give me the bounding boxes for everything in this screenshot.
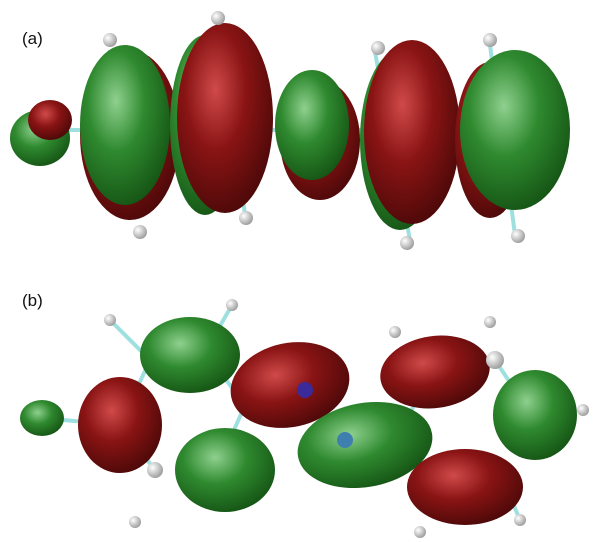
orbital-b	[20, 299, 589, 538]
lobe	[364, 40, 460, 224]
panel-label: (b)	[22, 291, 43, 310]
lobe	[80, 45, 170, 205]
figure: (a) (b)	[0, 0, 593, 542]
lobe	[407, 449, 523, 525]
lobe	[20, 400, 64, 436]
orbital-a	[10, 11, 570, 250]
lobe	[140, 317, 240, 393]
lobe	[28, 100, 72, 140]
lobe	[177, 23, 273, 213]
panel-label: (a)	[22, 29, 43, 48]
lobe	[275, 70, 349, 180]
lobe	[376, 329, 495, 416]
lobe	[78, 377, 162, 473]
lobe	[460, 50, 570, 210]
lobe	[175, 428, 275, 512]
lobe	[493, 370, 577, 460]
